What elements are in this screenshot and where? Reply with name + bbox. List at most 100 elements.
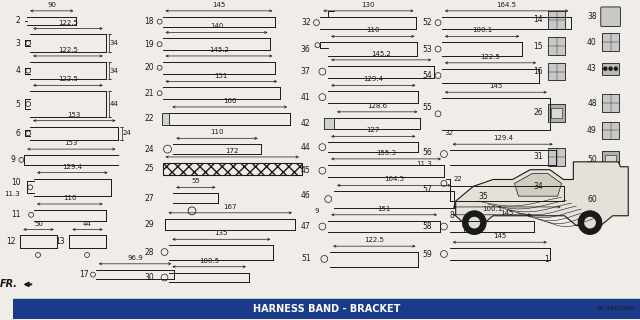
Text: 155.3: 155.3 (376, 150, 396, 156)
Text: 36: 36 (301, 44, 310, 54)
Text: 4: 4 (15, 66, 20, 75)
Text: FR.: FR. (0, 279, 17, 289)
Bar (543, 182, 570, 191)
Text: 11: 11 (11, 210, 20, 219)
Text: 31: 31 (533, 152, 543, 162)
Bar (602, 122, 620, 139)
Text: 59: 59 (422, 250, 432, 259)
Text: 20: 20 (144, 63, 154, 72)
Text: 96.9: 96.9 (127, 255, 143, 261)
Text: 110: 110 (63, 195, 77, 201)
Text: 26: 26 (533, 108, 543, 117)
Circle shape (609, 197, 612, 201)
Text: 1: 1 (545, 255, 549, 264)
Text: 44: 44 (301, 143, 310, 152)
Bar (605, 155, 616, 165)
Text: 16: 16 (533, 67, 543, 76)
Text: 57: 57 (422, 185, 432, 194)
Circle shape (614, 197, 618, 201)
Text: 27: 27 (144, 194, 154, 203)
Text: 5: 5 (15, 100, 20, 108)
Circle shape (609, 67, 612, 71)
Text: 60: 60 (587, 195, 597, 204)
Text: 3: 3 (15, 39, 20, 48)
Text: 34: 34 (109, 68, 118, 74)
Text: 8: 8 (449, 211, 454, 220)
Text: 41: 41 (301, 92, 310, 102)
Text: 130: 130 (362, 2, 375, 8)
Text: 164.5: 164.5 (384, 176, 404, 182)
Text: 129.4: 129.4 (62, 164, 83, 170)
Text: 52: 52 (422, 18, 432, 27)
Text: 160: 160 (223, 98, 236, 104)
Text: 48: 48 (588, 99, 597, 108)
Text: 21: 21 (144, 89, 154, 98)
Text: 47: 47 (301, 222, 310, 231)
Text: SJC4B0710H: SJC4B0710H (596, 306, 635, 311)
Text: HARNESS BAND - BRACKET: HARNESS BAND - BRACKET (253, 304, 400, 314)
Text: 29: 29 (144, 220, 154, 229)
Bar (163, 163, 302, 175)
Bar (548, 148, 566, 166)
Text: 24: 24 (144, 145, 154, 154)
Text: 6: 6 (15, 129, 20, 138)
Text: 58: 58 (422, 222, 432, 231)
Bar (161, 113, 170, 124)
Text: 153: 153 (65, 140, 78, 146)
Text: 50: 50 (587, 156, 597, 164)
Text: 37: 37 (301, 67, 310, 76)
Text: 19: 19 (144, 40, 154, 49)
Text: 122.5: 122.5 (364, 237, 384, 243)
Text: 15: 15 (533, 42, 543, 51)
Text: 164.5: 164.5 (497, 2, 516, 8)
Text: 50: 50 (34, 220, 43, 227)
Text: 145: 145 (493, 233, 506, 239)
Text: 25: 25 (144, 164, 154, 173)
Text: 11.3: 11.3 (417, 161, 432, 167)
Text: 10: 10 (11, 178, 20, 187)
Bar (602, 94, 620, 112)
Text: 100.5: 100.5 (199, 258, 219, 264)
Text: 55: 55 (191, 178, 200, 184)
Text: 17: 17 (79, 270, 89, 279)
Text: 51: 51 (301, 254, 310, 263)
Text: 151: 151 (378, 206, 391, 212)
Text: 9: 9 (314, 208, 319, 214)
Text: 9: 9 (11, 156, 15, 164)
Text: 129.4: 129.4 (364, 76, 383, 83)
Circle shape (614, 67, 618, 71)
Text: 18: 18 (144, 17, 154, 26)
Text: 145: 145 (212, 2, 225, 8)
Text: 49: 49 (587, 126, 597, 135)
Text: 145: 145 (489, 83, 502, 89)
Polygon shape (515, 174, 561, 196)
Text: 127: 127 (367, 127, 380, 133)
Bar (548, 63, 566, 80)
Bar (552, 108, 562, 118)
Text: 28: 28 (144, 248, 154, 257)
Text: 46: 46 (301, 191, 310, 200)
Text: 44: 44 (83, 220, 92, 227)
Text: 110: 110 (210, 129, 224, 135)
Text: 22: 22 (454, 177, 463, 182)
Text: 100.1: 100.1 (482, 206, 502, 212)
Text: 32: 32 (301, 18, 310, 27)
Text: 14: 14 (533, 15, 543, 24)
Text: 145.2: 145.2 (209, 47, 229, 53)
Circle shape (463, 211, 486, 234)
Text: 122.5: 122.5 (58, 20, 78, 26)
Text: 172: 172 (225, 148, 239, 154)
Text: 42: 42 (301, 119, 310, 128)
Text: 34: 34 (533, 182, 543, 191)
Circle shape (603, 67, 607, 71)
Text: 153: 153 (68, 112, 81, 118)
Text: 56: 56 (422, 148, 432, 156)
Text: 122.5: 122.5 (58, 76, 78, 83)
Text: 7: 7 (461, 226, 466, 235)
Circle shape (603, 197, 607, 201)
FancyBboxPatch shape (601, 7, 620, 27)
Circle shape (578, 211, 602, 234)
Text: 43: 43 (587, 64, 597, 73)
Text: 145.2: 145.2 (371, 51, 391, 57)
Bar (13, 299, 640, 319)
